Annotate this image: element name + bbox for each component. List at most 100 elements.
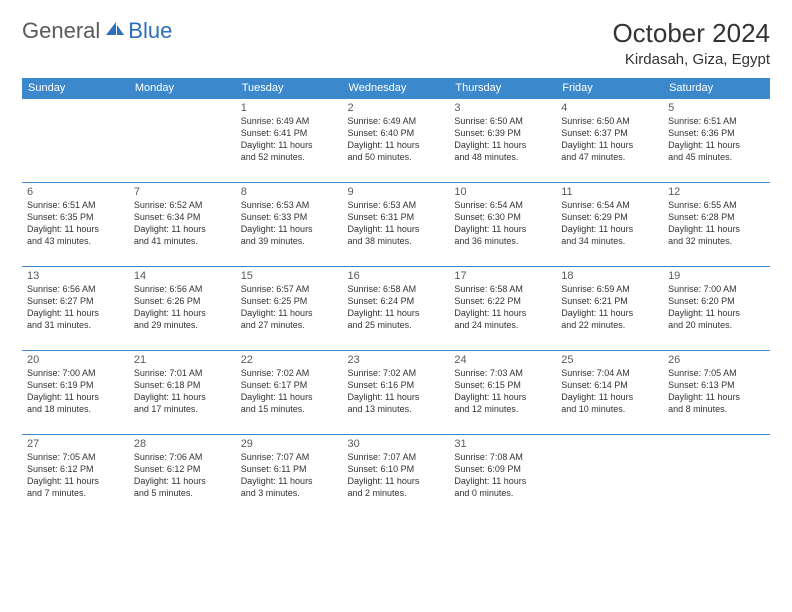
- day-number: 19: [668, 270, 765, 282]
- calendar-day-cell: 13Sunrise: 6:56 AMSunset: 6:27 PMDayligh…: [22, 267, 129, 351]
- calendar-week-row: 1Sunrise: 6:49 AMSunset: 6:41 PMDaylight…: [22, 99, 770, 183]
- cell-line: and 50 minutes.: [348, 151, 445, 163]
- cell-line: Sunset: 6:12 PM: [27, 463, 124, 475]
- calendar-day-cell: 4Sunrise: 6:50 AMSunset: 6:37 PMDaylight…: [556, 99, 663, 183]
- cell-line: Daylight: 11 hours: [348, 307, 445, 319]
- cell-line: Daylight: 11 hours: [241, 139, 338, 151]
- cell-line: Sunrise: 7:05 AM: [27, 451, 124, 463]
- cell-line: Sunset: 6:41 PM: [241, 127, 338, 139]
- day-header: Sunday: [22, 78, 129, 99]
- cell-line: and 15 minutes.: [241, 403, 338, 415]
- cell-line: Sunset: 6:11 PM: [241, 463, 338, 475]
- cell-line: Daylight: 11 hours: [668, 223, 765, 235]
- cell-line: Sunset: 6:09 PM: [454, 463, 551, 475]
- cell-line: Daylight: 11 hours: [348, 223, 445, 235]
- calendar-day-cell: 20Sunrise: 7:00 AMSunset: 6:19 PMDayligh…: [22, 351, 129, 435]
- cell-line: Daylight: 11 hours: [134, 223, 231, 235]
- day-number: 28: [134, 438, 231, 450]
- day-number: 12: [668, 186, 765, 198]
- cell-line: Sunrise: 6:49 AM: [348, 115, 445, 127]
- day-number: 9: [348, 186, 445, 198]
- cell-line: Daylight: 11 hours: [668, 307, 765, 319]
- calendar-day-cell: 7Sunrise: 6:52 AMSunset: 6:34 PMDaylight…: [129, 183, 236, 267]
- cell-line: and 3 minutes.: [241, 487, 338, 499]
- cell-line: and 48 minutes.: [454, 151, 551, 163]
- cell-line: Daylight: 11 hours: [454, 391, 551, 403]
- cell-line: and 0 minutes.: [454, 487, 551, 499]
- cell-line: Daylight: 11 hours: [561, 391, 658, 403]
- cell-line: Sunrise: 7:07 AM: [348, 451, 445, 463]
- cell-line: Sunset: 6:10 PM: [348, 463, 445, 475]
- cell-line: Daylight: 11 hours: [348, 391, 445, 403]
- calendar-day-cell: 1Sunrise: 6:49 AMSunset: 6:41 PMDaylight…: [236, 99, 343, 183]
- cell-line: Daylight: 11 hours: [241, 475, 338, 487]
- cell-line: Daylight: 11 hours: [668, 391, 765, 403]
- cell-line: and 45 minutes.: [668, 151, 765, 163]
- day-number: 30: [348, 438, 445, 450]
- calendar-day-cell: 9Sunrise: 6:53 AMSunset: 6:31 PMDaylight…: [343, 183, 450, 267]
- calendar-day-cell: 31Sunrise: 7:08 AMSunset: 6:09 PMDayligh…: [449, 435, 556, 519]
- cell-line: Sunrise: 7:04 AM: [561, 367, 658, 379]
- calendar-day-cell: 21Sunrise: 7:01 AMSunset: 6:18 PMDayligh…: [129, 351, 236, 435]
- cell-line: and 8 minutes.: [668, 403, 765, 415]
- calendar-day-cell: 3Sunrise: 6:50 AMSunset: 6:39 PMDaylight…: [449, 99, 556, 183]
- cell-line: Sunset: 6:36 PM: [668, 127, 765, 139]
- day-number: 31: [454, 438, 551, 450]
- cell-line: Daylight: 11 hours: [241, 223, 338, 235]
- cell-line: Sunrise: 6:56 AM: [27, 283, 124, 295]
- cell-line: Daylight: 11 hours: [134, 475, 231, 487]
- calendar-day-cell: 15Sunrise: 6:57 AMSunset: 6:25 PMDayligh…: [236, 267, 343, 351]
- cell-line: Sunset: 6:29 PM: [561, 211, 658, 223]
- day-header: Monday: [129, 78, 236, 99]
- logo: General Blue: [22, 18, 172, 44]
- cell-line: and 13 minutes.: [348, 403, 445, 415]
- cell-line: Sunset: 6:33 PM: [241, 211, 338, 223]
- day-number: 20: [27, 354, 124, 366]
- calendar-body: 1Sunrise: 6:49 AMSunset: 6:41 PMDaylight…: [22, 99, 770, 519]
- cell-line: and 38 minutes.: [348, 235, 445, 247]
- cell-line: Sunset: 6:30 PM: [454, 211, 551, 223]
- cell-line: Sunset: 6:39 PM: [454, 127, 551, 139]
- cell-line: Sunset: 6:13 PM: [668, 379, 765, 391]
- cell-line: Sunrise: 6:58 AM: [454, 283, 551, 295]
- calendar-empty-cell: [556, 435, 663, 519]
- day-number: 8: [241, 186, 338, 198]
- cell-line: Sunset: 6:27 PM: [27, 295, 124, 307]
- cell-line: and 17 minutes.: [134, 403, 231, 415]
- calendar-day-cell: 19Sunrise: 7:00 AMSunset: 6:20 PMDayligh…: [663, 267, 770, 351]
- cell-line: and 7 minutes.: [27, 487, 124, 499]
- cell-line: Sunset: 6:31 PM: [348, 211, 445, 223]
- cell-line: Sunset: 6:35 PM: [27, 211, 124, 223]
- cell-line: Daylight: 11 hours: [561, 223, 658, 235]
- cell-line: Sunset: 6:17 PM: [241, 379, 338, 391]
- cell-line: Daylight: 11 hours: [27, 223, 124, 235]
- calendar-day-cell: 23Sunrise: 7:02 AMSunset: 6:16 PMDayligh…: [343, 351, 450, 435]
- cell-line: and 22 minutes.: [561, 319, 658, 331]
- day-number: 17: [454, 270, 551, 282]
- day-number: 24: [454, 354, 551, 366]
- cell-line: Sunrise: 6:53 AM: [348, 199, 445, 211]
- day-number: 15: [241, 270, 338, 282]
- day-number: 18: [561, 270, 658, 282]
- cell-line: Sunset: 6:20 PM: [668, 295, 765, 307]
- calendar-day-cell: 10Sunrise: 6:54 AMSunset: 6:30 PMDayligh…: [449, 183, 556, 267]
- calendar-day-cell: 17Sunrise: 6:58 AMSunset: 6:22 PMDayligh…: [449, 267, 556, 351]
- cell-line: Sunrise: 7:01 AM: [134, 367, 231, 379]
- cell-line: Sunrise: 6:58 AM: [348, 283, 445, 295]
- calendar-day-cell: 22Sunrise: 7:02 AMSunset: 6:17 PMDayligh…: [236, 351, 343, 435]
- cell-line: Sunrise: 6:52 AM: [134, 199, 231, 211]
- cell-line: Sunrise: 6:56 AM: [134, 283, 231, 295]
- cell-line: Sunset: 6:28 PM: [668, 211, 765, 223]
- calendar-day-cell: 12Sunrise: 6:55 AMSunset: 6:28 PMDayligh…: [663, 183, 770, 267]
- day-number: 23: [348, 354, 445, 366]
- cell-line: Sunrise: 7:08 AM: [454, 451, 551, 463]
- day-number: 29: [241, 438, 338, 450]
- cell-line: Daylight: 11 hours: [27, 391, 124, 403]
- cell-line: Sunset: 6:18 PM: [134, 379, 231, 391]
- day-number: 4: [561, 102, 658, 114]
- calendar-day-cell: 8Sunrise: 6:53 AMSunset: 6:33 PMDaylight…: [236, 183, 343, 267]
- cell-line: Daylight: 11 hours: [668, 139, 765, 151]
- day-number: 14: [134, 270, 231, 282]
- calendar-day-cell: 30Sunrise: 7:07 AMSunset: 6:10 PMDayligh…: [343, 435, 450, 519]
- day-number: 5: [668, 102, 765, 114]
